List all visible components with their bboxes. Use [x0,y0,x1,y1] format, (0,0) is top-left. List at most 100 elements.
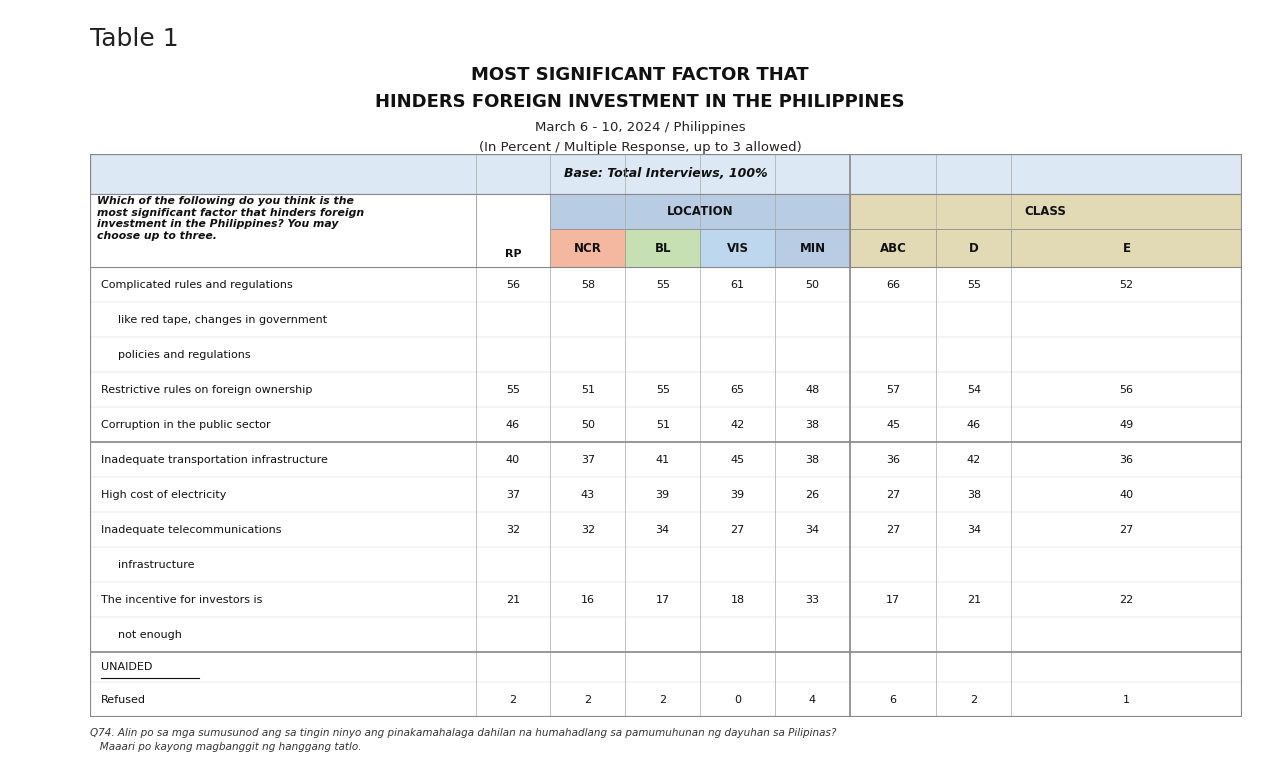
Text: 37: 37 [506,490,520,500]
Text: 55: 55 [655,280,669,290]
Text: 21: 21 [966,594,980,604]
Text: 66: 66 [886,280,900,290]
Bar [850,194,1242,229]
Bar [476,194,550,267]
Text: LOCATION: LOCATION [667,205,733,218]
Text: 45: 45 [731,455,745,465]
Text: 37: 37 [581,455,595,465]
Text: MIN: MIN [800,241,826,254]
Text: 46: 46 [966,419,980,429]
Text: not enough: not enough [119,630,182,640]
Text: NCR: NCR [573,241,602,254]
Bar [90,443,476,477]
Text: like red tape, changes in government: like red tape, changes in government [119,315,328,325]
Text: 55: 55 [655,385,669,395]
Bar [550,194,850,229]
Text: 40: 40 [506,455,520,465]
Bar [550,229,625,267]
Text: 41: 41 [655,455,669,465]
Bar [776,229,850,267]
Text: 26: 26 [805,490,819,500]
Text: 16: 16 [581,594,595,604]
Text: 36: 36 [886,455,900,465]
Text: 48: 48 [805,385,819,395]
Text: Q74. Alin po sa mga sumusunod ang sa tingin ninyo ang pinakamahalaga dahilan na : Q74. Alin po sa mga sumusunod ang sa tin… [90,728,836,738]
Text: 2: 2 [509,695,517,705]
Text: Maaari po kayong magbanggit ng hanggang tatlo.: Maaari po kayong magbanggit ng hanggang … [90,742,361,752]
Text: 18: 18 [731,594,745,604]
Bar [90,477,1242,512]
Text: 27: 27 [886,525,900,535]
Bar [700,229,776,267]
Text: 2: 2 [659,695,667,705]
Text: 32: 32 [506,525,520,535]
Bar [90,372,476,407]
Text: 34: 34 [805,525,819,535]
Text: 6: 6 [890,695,896,705]
Bar [90,582,476,618]
Text: ABC: ABC [879,241,906,254]
Bar [1011,229,1242,267]
Bar [90,682,1242,717]
Text: 36: 36 [1120,455,1133,465]
Bar [90,267,476,302]
Text: 39: 39 [655,490,669,500]
Bar [90,337,476,372]
Bar [90,547,476,582]
Text: 22: 22 [1119,594,1134,604]
Bar [90,582,1242,618]
Text: 17: 17 [655,594,669,604]
Text: 61: 61 [731,280,745,290]
Text: 43: 43 [581,490,595,500]
Text: 33: 33 [805,594,819,604]
Text: Inadequate telecommunications: Inadequate telecommunications [101,525,282,535]
Bar [90,547,1242,582]
Bar [90,652,1242,682]
Bar [90,267,1242,302]
Text: 38: 38 [805,419,819,429]
Bar [850,229,937,267]
Bar [90,652,476,682]
Text: 50: 50 [581,419,595,429]
Bar [90,194,1242,267]
Text: Corruption in the public sector: Corruption in the public sector [101,419,271,429]
Text: 2: 2 [970,695,978,705]
Text: 21: 21 [506,594,520,604]
Text: 51: 51 [655,419,669,429]
Text: 57: 57 [886,385,900,395]
Text: 54: 54 [966,385,980,395]
Bar [90,407,476,443]
Text: 51: 51 [581,385,595,395]
Text: 42: 42 [966,455,980,465]
Text: 2: 2 [584,695,591,705]
Bar [90,443,1242,477]
Bar [936,229,1011,267]
Text: 58: 58 [581,280,595,290]
Text: CLASS: CLASS [1025,205,1066,218]
Text: infrastructure: infrastructure [119,560,195,570]
Text: 49: 49 [1119,419,1134,429]
Text: Base: Total Interviews, 100%: Base: Total Interviews, 100% [563,167,768,180]
Text: March 6 - 10, 2024 / Philippines: March 6 - 10, 2024 / Philippines [535,121,745,134]
Text: (In Percent / Multiple Response, up to 3 allowed): (In Percent / Multiple Response, up to 3… [479,141,801,154]
Text: 34: 34 [655,525,669,535]
Text: 55: 55 [966,280,980,290]
Text: 40: 40 [1119,490,1134,500]
Text: High cost of electricity: High cost of electricity [101,490,227,500]
Text: Table 1: Table 1 [90,27,178,51]
Text: 0: 0 [735,695,741,705]
Text: 55: 55 [506,385,520,395]
Text: 27: 27 [886,490,900,500]
Bar [90,618,1242,652]
Text: 27: 27 [731,525,745,535]
Text: 39: 39 [731,490,745,500]
Text: UNAIDED: UNAIDED [101,662,152,672]
Text: VIS: VIS [727,241,749,254]
Text: MOST SIGNIFICANT FACTOR THAT: MOST SIGNIFICANT FACTOR THAT [471,66,809,83]
Text: 38: 38 [966,490,980,500]
Bar [90,512,476,547]
Text: 45: 45 [886,419,900,429]
Text: 56: 56 [506,280,520,290]
Text: 27: 27 [1119,525,1134,535]
Text: D: D [969,241,979,254]
